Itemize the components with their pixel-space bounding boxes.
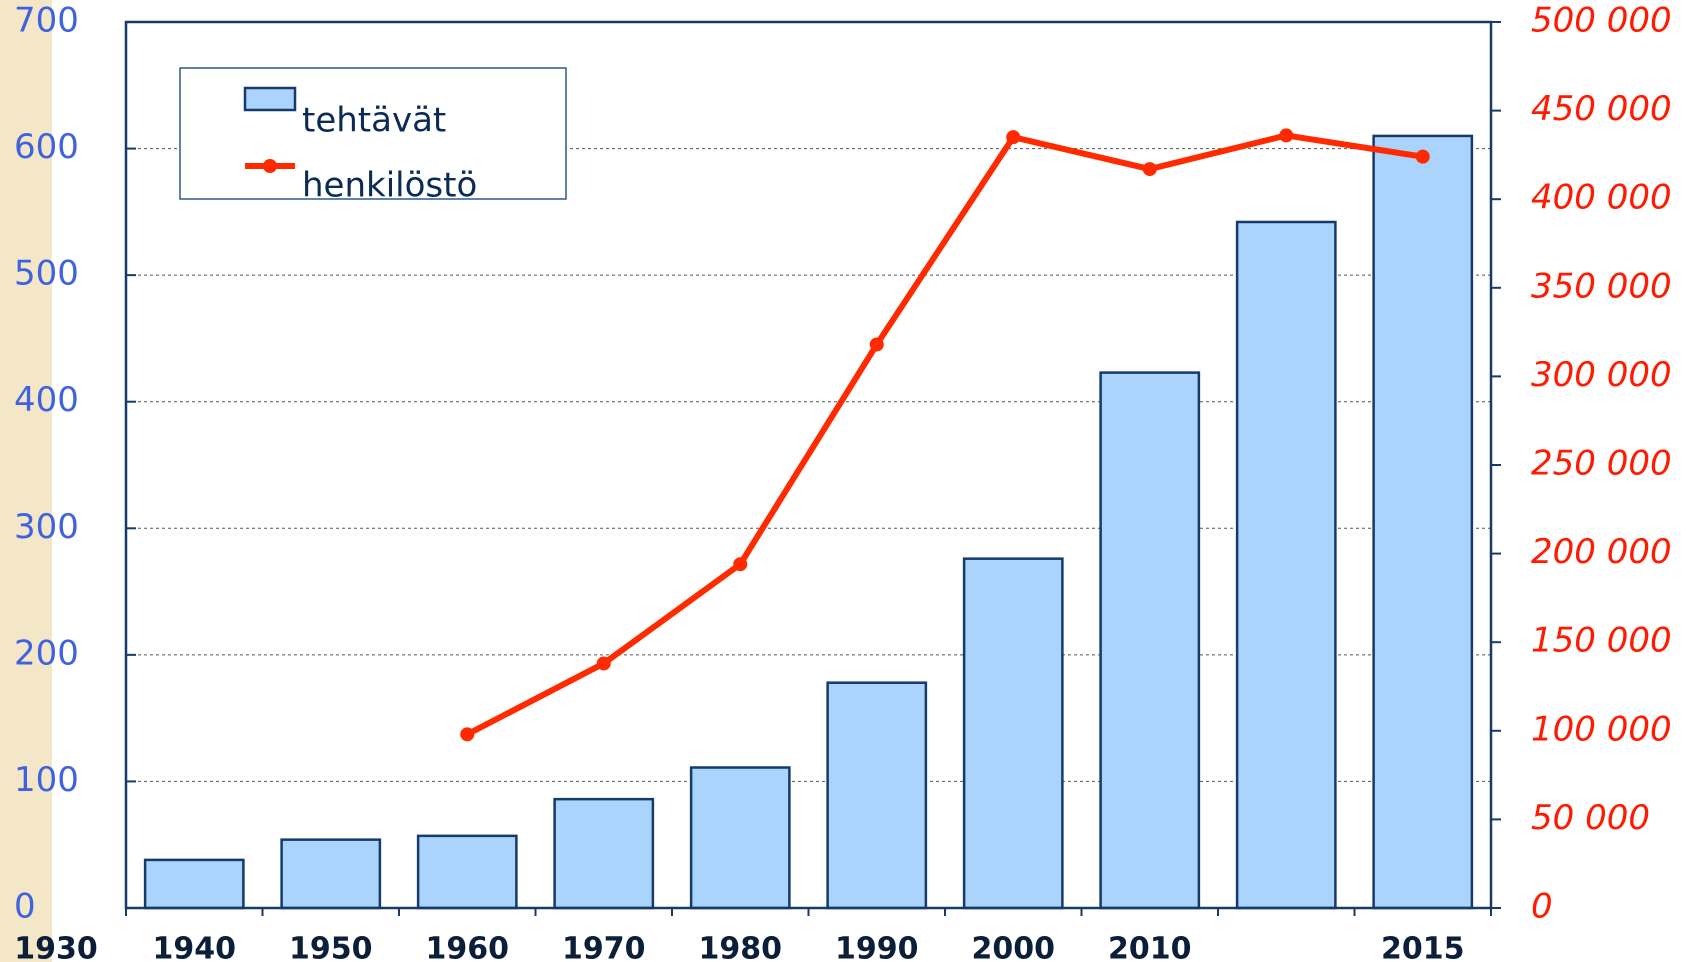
y-tick-label: 600 [14,127,79,167]
x-tick-label: 1950 [289,932,373,962]
side-strip [0,0,52,962]
x-tick-label: 1990 [835,932,919,962]
legend-label: henkilöstö [302,166,477,206]
y-tick-label: 500 [14,254,79,294]
y2-tick-label: 150 000 [1531,621,1672,661]
x-tick-label: 1940 [153,932,237,962]
x-tick-label: 2010 [1108,932,1192,962]
y2-tick-label: 500 000 [1531,1,1672,41]
bar [1235,220,1337,910]
y2-tick-label: 50 000 [1531,798,1650,838]
x-tick-label: 1970 [562,932,646,962]
bar [1099,371,1201,910]
y2-tick-label: 300 000 [1531,355,1672,395]
x-tick-label: 1960 [426,932,510,962]
y2-tick-label: 200 000 [1531,532,1672,572]
line-point [733,557,748,572]
plot-frame [124,20,1493,910]
y-tick-label: 0 [14,887,36,927]
legend-dot [263,159,277,173]
y-tick-label: 700 [14,1,79,41]
bar [280,838,382,910]
bar [1372,134,1474,910]
y-tick-label: 300 [14,507,79,547]
y2-tick-label: 350 000 [1531,266,1672,306]
line-point [596,656,611,671]
line [465,132,1424,738]
x-tick-label: 1980 [699,932,783,962]
bar [826,681,928,910]
line-point [460,727,475,742]
y2-tick-label: 450 000 [1531,89,1672,129]
y2-tick-label: 250 000 [1531,444,1672,484]
line-point [1142,162,1157,177]
y-tick-label: 100 [14,760,79,800]
bar [553,797,655,910]
line-point [869,337,884,352]
y2-tick-label: 100 000 [1531,709,1672,749]
line-point [1279,128,1294,143]
bar [689,766,791,910]
y2-tick-label: 0 [1531,887,1553,927]
legend-label: tehtävät [302,101,446,141]
x-tick-label: 2015 [1381,932,1465,962]
bar [962,557,1064,910]
bar [416,834,518,910]
y-tick-label: 400 [14,380,79,420]
x-origin-label: 1930 [14,932,98,962]
line-point [1006,130,1021,145]
legend-swatch [243,86,297,112]
y-tick-label: 200 [14,633,79,673]
y2-tick-label: 400 000 [1531,178,1672,218]
line-point [1415,149,1430,164]
bar [143,858,245,910]
x-tick-label: 2000 [972,932,1056,962]
